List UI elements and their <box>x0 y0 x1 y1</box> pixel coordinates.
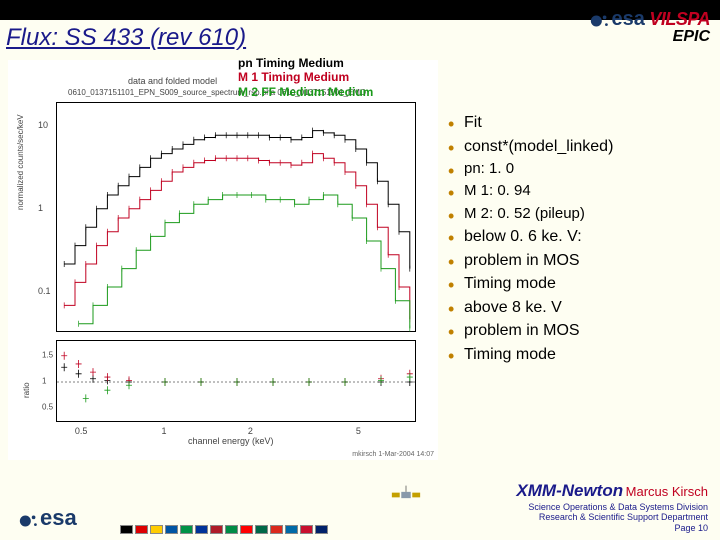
footer: esa XMM-Newton Marcus Kirsch Science Ope… <box>0 476 720 540</box>
flag-icon <box>255 525 268 534</box>
flag-icon <box>270 525 283 534</box>
bullet-fit: Fit <box>446 112 706 134</box>
chart-inner-title: data and folded model <box>128 76 217 86</box>
flag-icon <box>120 525 133 534</box>
y-tick-lower: 0.5 <box>42 403 53 412</box>
flag-icon <box>225 525 238 534</box>
bullet-above-c2: Timing mode <box>446 344 706 366</box>
legend-pn: pn Timing Medium <box>238 56 373 70</box>
footer-esa-logo: esa <box>18 505 77 532</box>
y-axis-label-lower: ratio <box>22 382 31 398</box>
y-tick-lower: 1.5 <box>42 350 53 359</box>
flag-icon <box>300 525 313 534</box>
bullet-above: above 8 ke. V <box>446 297 706 319</box>
legend-m2: M 2 FF Medium Medium <box>238 85 373 99</box>
bullet-below-c1: problem in MOS <box>446 250 706 272</box>
sub-m2: M 2: 0. 52 (pileup) <box>446 204 706 224</box>
bullet-list: Fit const*(model_linked) pn: 1. 0 M 1: 0… <box>446 56 706 460</box>
x-tick: 1 <box>161 426 166 436</box>
xmm-newton-label: XMM-Newton <box>516 481 623 500</box>
page-number: Page 10 <box>516 523 708 534</box>
y-tick-upper: 1 <box>38 203 43 213</box>
sub-pn: pn: 1. 0 <box>446 159 706 179</box>
flag-icon <box>315 525 328 534</box>
flag-icon <box>210 525 223 534</box>
header-logo-area: esa VILSPA EPIC <box>589 8 710 46</box>
flag-icon <box>285 525 298 534</box>
author-name: Marcus Kirsch <box>626 484 708 499</box>
satellite-icon <box>390 484 422 506</box>
lower-ratio-svg <box>57 341 417 423</box>
flag-icon <box>165 525 178 534</box>
bullet-fit-text: Fit <box>464 114 482 131</box>
y-tick-lower: 1 <box>42 377 46 386</box>
flag-icon <box>195 525 208 534</box>
legend-m1: M 1 Timing Medium <box>238 70 373 84</box>
lower-plot-frame <box>56 340 416 422</box>
spectrum-chart: data and folded model 0610_0137151101_EP… <box>8 60 438 460</box>
y-axis-label-upper: normalized counts/sec/keV <box>16 114 25 210</box>
x-axis-label: channel energy (keV) <box>188 436 274 446</box>
esa-dots-icon <box>589 10 611 32</box>
y-tick-upper: 10 <box>38 120 48 130</box>
bullet-below-c2: Timing mode <box>446 273 706 295</box>
series-legend: pn Timing Medium M 1 Timing Medium M 2 F… <box>238 56 373 99</box>
upper-plot-frame <box>56 102 416 332</box>
chart-footer-stamp: mkirsch 1-Mar-2004 14:07 <box>352 451 434 458</box>
flag-icon <box>135 525 148 534</box>
footer-line2: Research & Scientific Support Department <box>516 512 708 523</box>
bullet-below: below 0. 6 ke. V: <box>446 226 706 248</box>
flag-icon <box>240 525 253 534</box>
esa-logo-text: esa <box>611 8 644 30</box>
country-flags <box>120 525 328 534</box>
flag-icon <box>180 525 193 534</box>
y-tick-upper: 0.1 <box>38 286 51 296</box>
sub-m1: M 1: 0. 94 <box>446 181 706 201</box>
x-tick: 0.5 <box>75 426 88 436</box>
bullet-above-c1: problem in MOS <box>446 320 706 342</box>
page-title: Flux: SS 433 (rev 610) <box>6 24 246 52</box>
vilspa-text: VILSPA <box>649 9 710 29</box>
upper-spectrum-svg <box>57 103 417 333</box>
footer-esa-text: esa <box>40 505 77 530</box>
x-tick: 5 <box>356 426 361 436</box>
esa-dots-icon-footer <box>18 510 40 532</box>
x-tick: 2 <box>248 426 253 436</box>
footer-credits: XMM-Newton Marcus Kirsch Science Operati… <box>516 481 708 534</box>
chart-column: pn Timing Medium M 1 Timing Medium M 2 F… <box>8 56 438 460</box>
bullet-fit-cont: const*(model_linked) <box>446 136 706 158</box>
flag-icon <box>150 525 163 534</box>
footer-line1: Science Operations & Data Systems Divisi… <box>516 502 708 513</box>
